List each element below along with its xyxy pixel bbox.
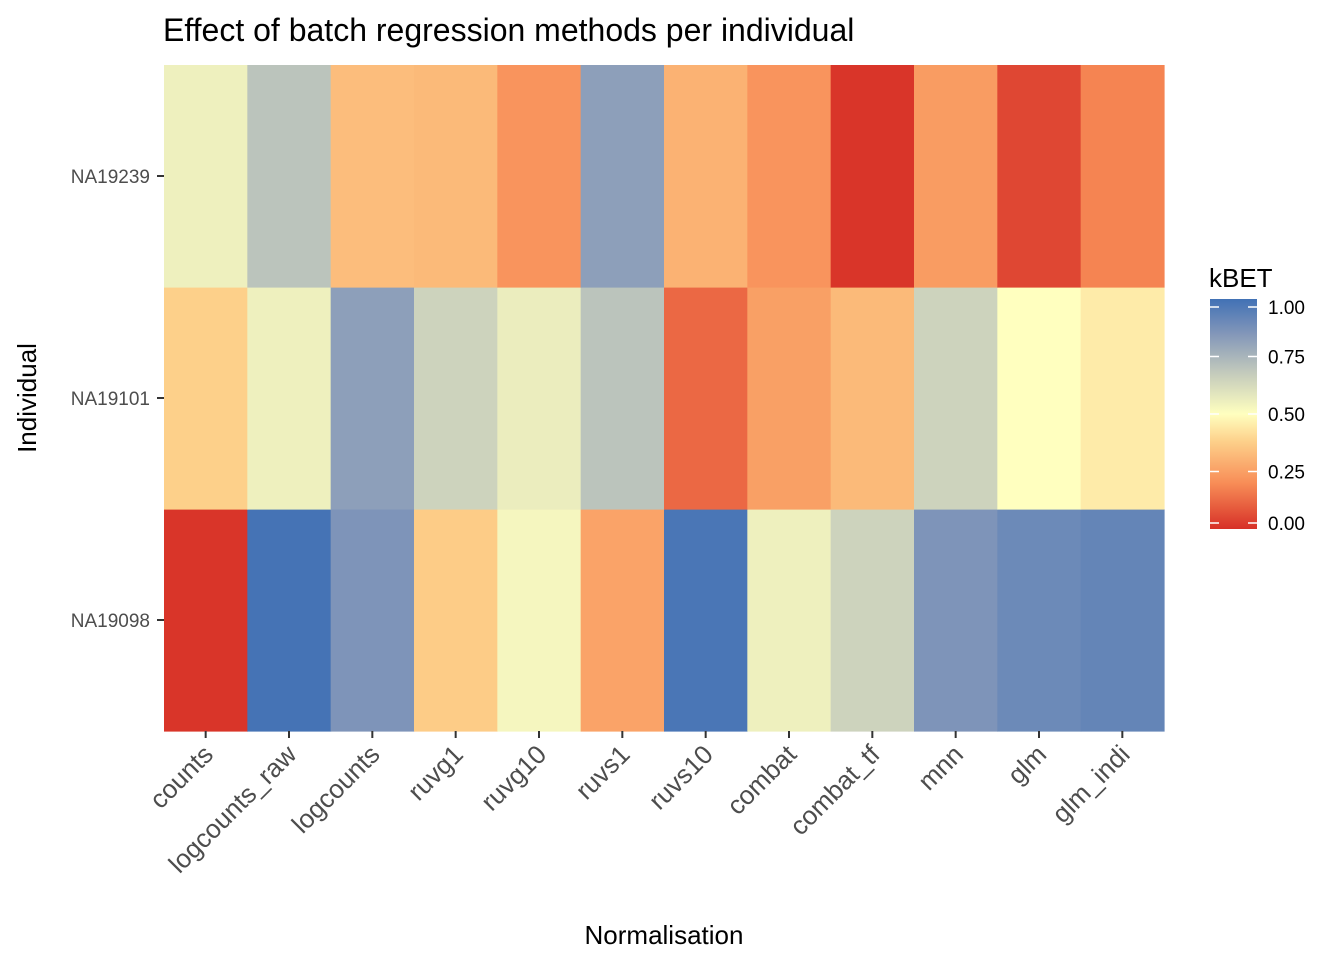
x-tick-label: counts <box>144 739 219 814</box>
heatmap-cell-NA19098-glm_indi <box>1080 509 1165 732</box>
heatmap-cell-NA19101-ruvs10 <box>664 287 748 510</box>
heatmap-cell-NA19098-ruvs1 <box>580 509 665 732</box>
heatmap-cell-NA19101-mnn <box>914 287 998 510</box>
legend: kBET 1.00 0.75 0.50 0.25 0.00 <box>1209 263 1305 535</box>
heatmap-cell-NA19101-ruvg10 <box>497 287 582 510</box>
heatmap-cell-NA19098-logcounts_raw <box>247 509 332 732</box>
heatmap-cells <box>164 65 1165 732</box>
heatmap-cell-NA19239-ruvg1 <box>414 65 498 288</box>
legend-tick-label: 0.00 <box>1268 514 1305 535</box>
heatmap-cell-NA19098-ruvs10 <box>664 509 748 732</box>
heatmap-cell-NA19239-glm <box>997 65 1082 288</box>
legend-title: kBET <box>1209 263 1273 293</box>
chart-title: Effect of batch regression methods per i… <box>163 12 854 48</box>
heatmap-cell-NA19098-counts <box>164 509 248 732</box>
y-tick-label: NA19101 <box>71 389 150 410</box>
heatmap-cell-NA19098-mnn <box>914 509 998 732</box>
x-tick-label: logcounts <box>286 739 386 839</box>
heatmap-cell-NA19101-glm <box>997 287 1082 510</box>
heatmap-cell-NA19239-mnn <box>914 65 998 288</box>
y-axis-title: Individual <box>12 343 42 453</box>
heatmap-cell-NA19101-combat <box>747 287 832 510</box>
legend-ticks: 1.00 0.75 0.50 0.25 0.00 <box>1210 298 1305 535</box>
y-axis: NA19098 NA19101 NA19239 <box>71 167 164 632</box>
x-tick-label: ruvs10 <box>643 739 719 815</box>
heatmap-cell-NA19101-logcounts <box>330 287 415 510</box>
x-axis-title: Normalisation <box>585 920 744 950</box>
legend-tick-label: 0.75 <box>1268 348 1305 369</box>
heatmap-cell-NA19239-ruvs10 <box>664 65 748 288</box>
heatmap-cell-NA19101-ruvg1 <box>414 287 498 510</box>
legend-tick-label: 0.25 <box>1268 463 1305 484</box>
heatmap-cell-NA19101-ruvs1 <box>580 287 665 510</box>
heatmap-cell-NA19101-logcounts_raw <box>247 287 332 510</box>
heatmap-cell-NA19098-combat <box>747 509 832 732</box>
heatmap-cell-NA19239-combat <box>747 65 832 288</box>
heatmap-cell-NA19098-ruvg10 <box>497 509 582 732</box>
heatmap-cell-NA19101-counts <box>164 287 248 510</box>
x-tick-label: combat_tf <box>784 738 886 840</box>
x-tick-label: ruvs1 <box>569 739 635 805</box>
heatmap-cell-NA19239-combat_tf <box>830 65 915 288</box>
heatmap-cell-NA19098-logcounts <box>330 509 415 732</box>
x-tick-label: combat <box>721 738 803 820</box>
heatmap-cell-NA19239-glm_indi <box>1080 65 1165 288</box>
legend-tick-label: 0.50 <box>1268 405 1305 426</box>
x-tick-label: ruvg1 <box>402 739 469 806</box>
heatmap-cell-NA19239-ruvs1 <box>580 65 665 288</box>
x-tick-label: glm_indi <box>1046 739 1136 829</box>
heatmap-cell-NA19239-logcounts <box>330 65 415 288</box>
heatmap-cell-NA19239-logcounts_raw <box>247 65 332 288</box>
heatmap-cell-NA19098-ruvg1 <box>414 509 498 732</box>
heatmap-cell-NA19239-ruvg10 <box>497 65 582 288</box>
x-tick-label: glm <box>1001 739 1052 790</box>
y-tick-label: NA19098 <box>71 611 150 632</box>
legend-tick-label: 1.00 <box>1268 298 1305 319</box>
heatmap-cell-NA19101-glm_indi <box>1080 287 1165 510</box>
x-tick-label: mnn <box>912 739 969 796</box>
heatmap-cell-NA19101-combat_tf <box>830 287 915 510</box>
x-tick-label: ruvg10 <box>475 739 552 816</box>
heatmap-cell-NA19239-counts <box>164 65 248 288</box>
heatmap-cell-NA19098-glm <box>997 509 1082 732</box>
y-tick-label: NA19239 <box>71 167 150 188</box>
heatmap-cell-NA19098-combat_tf <box>830 509 915 732</box>
